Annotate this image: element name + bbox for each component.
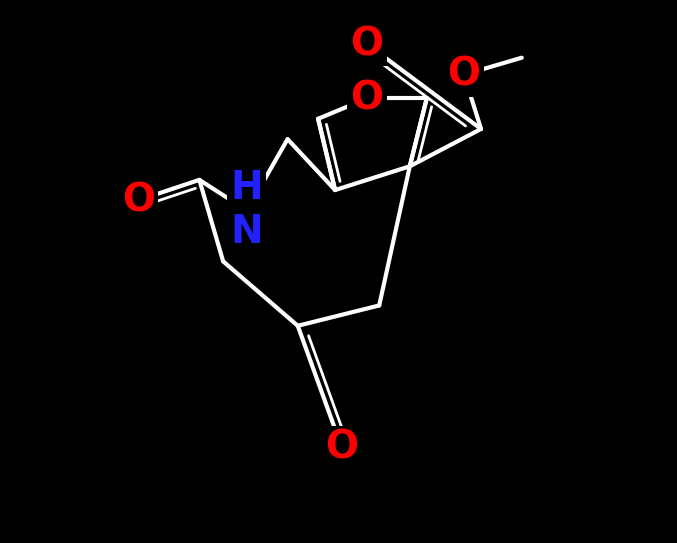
Text: O: O [447, 56, 481, 93]
Text: O: O [351, 25, 383, 63]
Text: O: O [326, 429, 358, 467]
Text: H
N: H N [231, 169, 263, 251]
Text: O: O [351, 79, 383, 117]
Text: O: O [122, 181, 155, 219]
